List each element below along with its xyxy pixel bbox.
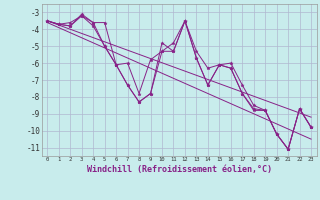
X-axis label: Windchill (Refroidissement éolien,°C): Windchill (Refroidissement éolien,°C) [87, 165, 272, 174]
